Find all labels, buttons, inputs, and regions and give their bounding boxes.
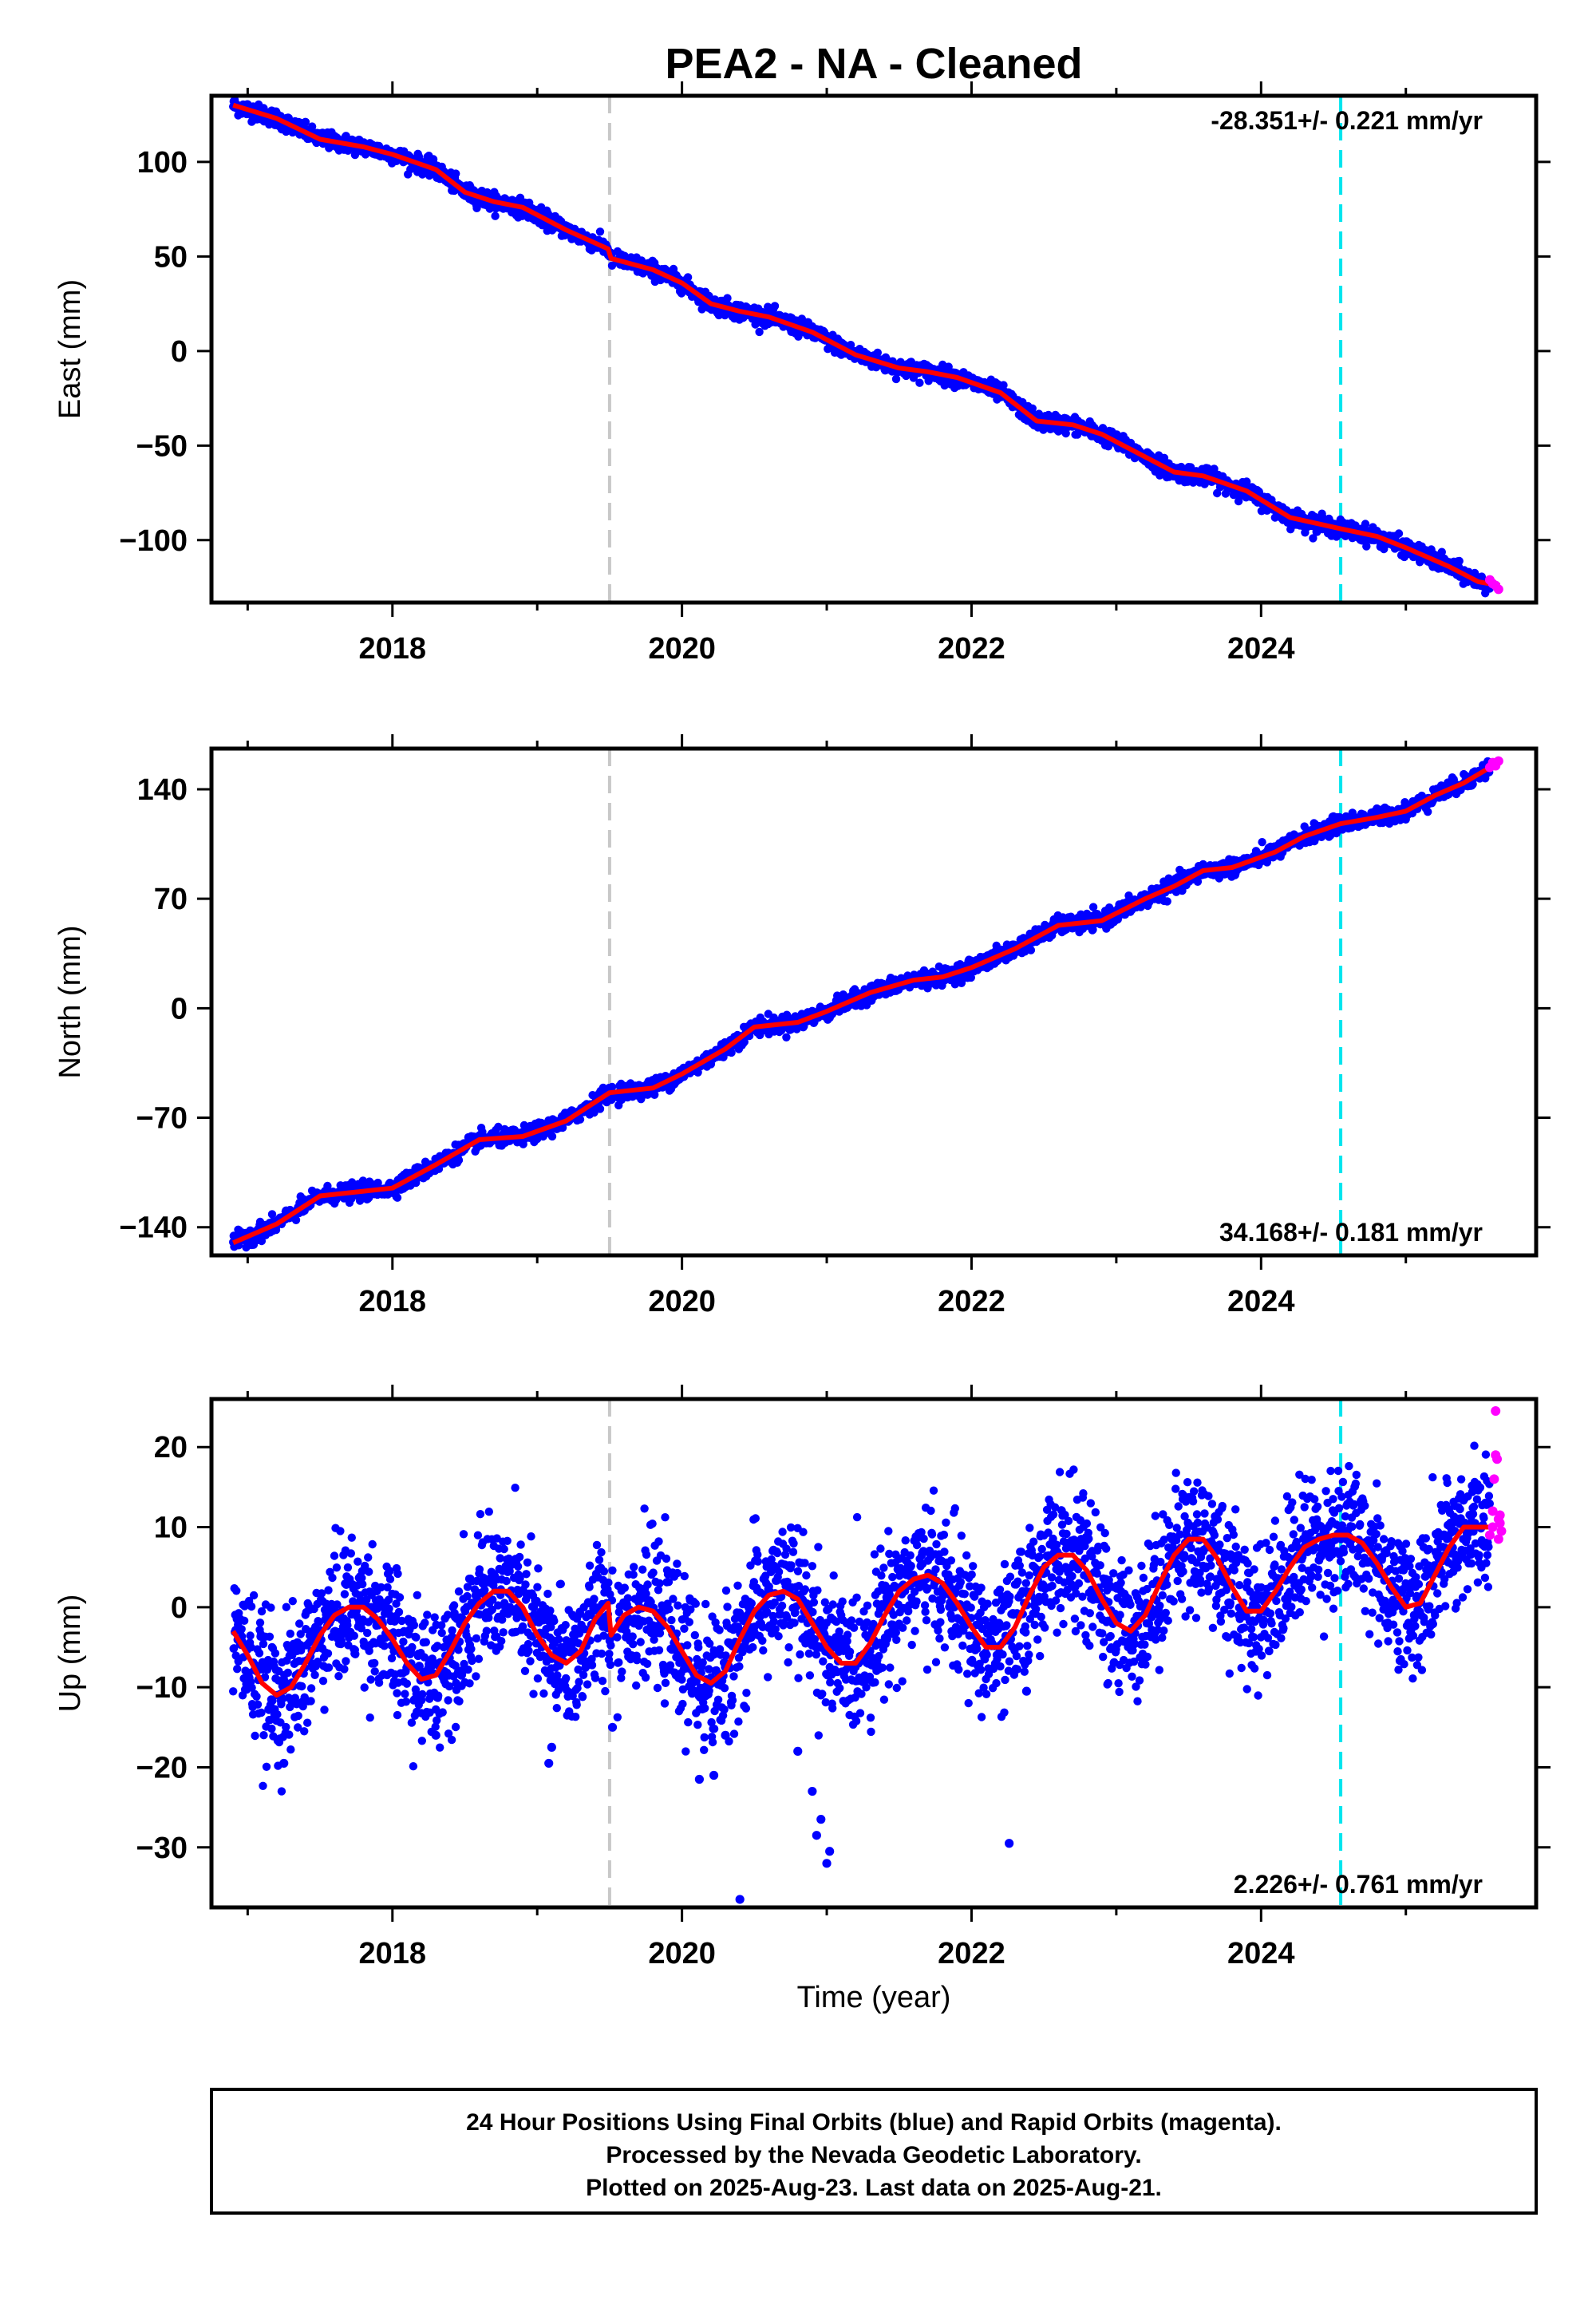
north-data-point	[1424, 808, 1432, 816]
east-x-tick-label: 2018	[359, 632, 427, 666]
north-final-points	[229, 757, 1494, 1252]
east-data-point	[491, 212, 499, 220]
east-y-tick-label: −50	[136, 429, 188, 463]
north-data-point	[548, 1132, 556, 1140]
north-data-point	[1258, 838, 1266, 846]
north-data-point	[596, 1105, 604, 1113]
east-y-tick-label: −100	[119, 524, 188, 558]
east-data-point	[874, 349, 882, 357]
east-y-axis-label: East (mm)	[53, 279, 87, 419]
east-data-point	[915, 379, 923, 387]
north-data-point	[727, 1049, 735, 1057]
east-data-point	[1456, 557, 1464, 565]
east-panel: 2018 2020 2022 2024 −100 −50 0 50 100 East (mm) -2…	[53, 81, 1551, 666]
east-data-point	[452, 169, 460, 177]
north-data-point	[455, 1156, 463, 1164]
chart-title: PEA2 - NA - Cleaned	[665, 40, 1082, 88]
east-x-tick-label: 2022	[938, 632, 1005, 666]
east-data-point	[1395, 529, 1403, 537]
north-data-point	[1163, 897, 1171, 905]
east-y-tick-label: 0	[171, 335, 188, 369]
east-data-point	[684, 273, 692, 281]
north-data-point	[782, 1034, 790, 1041]
east-x-tick-label: 2020	[648, 632, 716, 666]
east-data-point	[771, 302, 779, 310]
east-data-point	[723, 294, 731, 302]
east-rapid-point	[1494, 584, 1503, 594]
east-x-tick-label: 2024	[1227, 632, 1295, 666]
north-data-point	[1027, 946, 1035, 954]
east-rate-label: -28.351+/- 0.221 mm/yr	[1211, 106, 1483, 135]
east-y-tick-label: 100	[137, 146, 188, 180]
east-y-tick-label: 50	[154, 240, 188, 274]
north-data-point	[393, 1194, 401, 1202]
east-data-point	[596, 227, 604, 235]
